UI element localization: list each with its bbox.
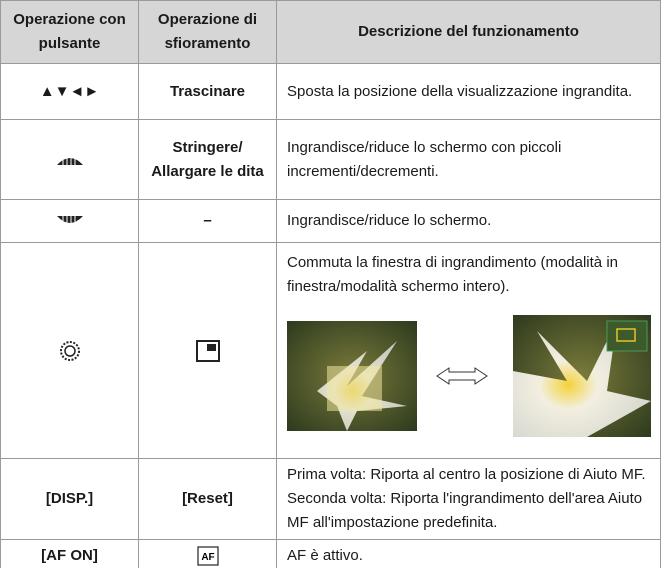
row: ▲▼◄► Trascinare Sposta la posizione dell…: [0, 63, 661, 120]
description-cell: AF è attivo.: [276, 539, 661, 568]
row: Commuta la finestra di ingrandimento (mo…: [0, 242, 661, 459]
row: [AF ON] AF AF è attivo.: [0, 539, 661, 568]
af-icon-label: AF: [201, 552, 214, 563]
touch-cell: [138, 242, 277, 459]
button-cell: [0, 119, 139, 200]
touch-cell: Trascinare: [138, 63, 277, 120]
description-cell: Prima volta: Riporta al centro la posizi…: [276, 458, 661, 540]
touch-cell: [Reset]: [138, 458, 277, 540]
description: Seconda volta: Riporta l'ingrandimento d…: [287, 490, 643, 531]
header-cell: Descrizione del funzionamento: [276, 0, 661, 64]
description-cell: Ingrandisce/riduce lo schermo.: [276, 199, 661, 243]
button-cell: ▲▼◄►: [0, 63, 139, 120]
button-cell: [0, 242, 139, 459]
description: Prima volta: Riporta al centro la posizi…: [287, 466, 646, 483]
af-icon: AF: [196, 546, 219, 566]
touch-cell: AF: [138, 539, 277, 568]
description-cell: Commuta la finestra di ingrandimento (mo…: [276, 242, 661, 459]
description: Commuta la finestra di ingrandimento (mo…: [287, 254, 618, 295]
header-row: Operazione con pulsante Operazione di sf…: [0, 0, 661, 64]
button-cell: [AF ON]: [0, 539, 139, 568]
rear-dial-icon: [56, 216, 83, 224]
row: Stringere/ Allargare le dita Ingrandisce…: [0, 119, 661, 200]
illustration: [287, 315, 651, 437]
description: Ingrandisce/riduce lo schermo con piccol…: [287, 138, 562, 180]
button-cell: [0, 199, 139, 243]
touch-cell: Stringere/ Allargare le dita: [138, 119, 277, 200]
header-cell: Operazione con pulsante: [0, 0, 139, 64]
button-cell: [DISP.]: [0, 458, 139, 540]
row: [DISP.] [Reset] Prima volta: Riporta al …: [0, 458, 661, 540]
description: AF è attivo.: [287, 547, 363, 564]
window-icon: [195, 339, 220, 362]
touch-cell: –: [138, 199, 277, 243]
row: – Ingrandisce/riduce lo schermo.: [0, 199, 661, 243]
front-dial-icon: [56, 156, 83, 165]
header-cell: Operazione di sfioramento: [138, 0, 277, 64]
control-dial-icon: [59, 340, 80, 361]
description: Ingrandisce/riduce lo schermo.: [287, 212, 492, 229]
description-cell: Ingrandisce/riduce lo schermo con piccol…: [276, 119, 661, 200]
description-cell: Sposta la posizione della visualizzazion…: [276, 63, 661, 120]
description: Sposta la posizione della visualizzazion…: [287, 82, 633, 100]
